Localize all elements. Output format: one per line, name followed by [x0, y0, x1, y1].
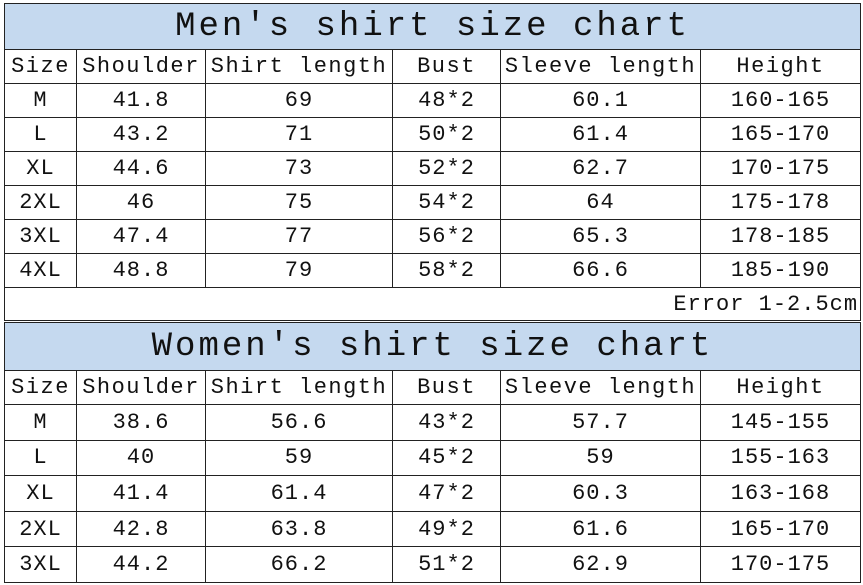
title-row: Women's shirt size chart — [4, 322, 861, 371]
table-row: M 41.8 69 48*2 60.1 160-165 — [4, 83, 862, 118]
column-header: Sleeve length — [500, 370, 701, 405]
table-row: 4XL 48.8 79 58*2 66.6 185-190 — [4, 253, 862, 288]
table-cell: 178-185 — [699, 219, 862, 254]
table-cell: 163-168 — [700, 475, 861, 512]
table-cell: 57.7 — [500, 404, 701, 441]
table-cell: 77 — [205, 219, 393, 254]
table-row: M 38.6 56.6 43*2 57.7 145-155 — [4, 404, 861, 441]
table-cell: 61.4 — [500, 117, 701, 152]
table-cell: 48.8 — [76, 253, 206, 288]
table-cell: 41.8 — [76, 83, 206, 118]
table-cell: 65.3 — [500, 219, 701, 254]
table-cell: 62.7 — [500, 151, 701, 186]
column-header: Shoulder — [76, 49, 206, 84]
table-cell: 60.3 — [500, 475, 701, 512]
table-cell: 63.8 — [205, 510, 393, 548]
table-cell: XL — [4, 151, 77, 186]
table-cell: 59 — [205, 439, 393, 477]
table-cell: 47*2 — [392, 475, 501, 512]
table-row: 2XL 42.8 63.8 49*2 61.6 165-170 — [4, 510, 861, 548]
table-cell: 41.4 — [76, 475, 206, 512]
table-cell: M — [4, 404, 77, 441]
table-cell: 40 — [76, 439, 206, 477]
table-cell: M — [4, 83, 77, 118]
column-header: Sleeve length — [500, 49, 701, 84]
table-cell: 66.2 — [205, 546, 393, 583]
table-cell: 155-163 — [700, 439, 861, 477]
table-cell: 185-190 — [699, 253, 862, 288]
header-row: Size Shoulder Shirt length Bust Sleeve lengt… — [4, 49, 862, 84]
table-row: XL 41.4 61.4 47*2 60.3 163-168 — [4, 475, 861, 512]
note-row: Error 1-2.5cm — [3, 287, 862, 321]
table-cell: 42.8 — [76, 510, 206, 548]
table-cell: 165-170 — [700, 510, 861, 548]
table-title: Men's shirt size chart — [3, 3, 862, 50]
table-cell: 56.6 — [205, 404, 393, 441]
table-cell: 58*2 — [392, 253, 501, 288]
table-cell: 175-178 — [699, 185, 862, 220]
table-cell: 56*2 — [392, 219, 501, 254]
table-cell: 44.2 — [76, 546, 206, 583]
table-row: 2XL 46 75 54*2 64 175-178 — [4, 185, 862, 220]
column-header: Size — [4, 49, 77, 84]
table-cell: 54*2 — [392, 185, 501, 220]
table-title: Women's shirt size chart — [4, 322, 861, 371]
table-row: 3XL 44.2 66.2 51*2 62.9 170-175 — [4, 546, 861, 583]
column-header: Shoulder — [76, 370, 206, 405]
table-cell: 52*2 — [392, 151, 501, 186]
table-cell: 44.6 — [76, 151, 206, 186]
table-cell: 170-175 — [700, 546, 861, 583]
mens-size-table: Men's shirt size chart Size Shoulder Shirt … — [3, 3, 862, 321]
column-header: Bust — [392, 370, 501, 405]
column-header: Size — [4, 370, 77, 405]
table-cell: 62.9 — [500, 546, 701, 583]
womens-size-table: Women's shirt size chart Size Shoulder Shir… — [4, 322, 861, 583]
table-cell: 47.4 — [76, 219, 206, 254]
table-row: 3XL 47.4 77 56*2 65.3 178-185 — [4, 219, 862, 254]
column-header: Bust — [392, 49, 501, 84]
table-cell: 165-170 — [699, 117, 862, 152]
column-header: Shirt length — [205, 49, 393, 84]
column-header: Height — [699, 49, 862, 84]
table-cell: 61.6 — [500, 510, 701, 548]
table-row: XL 44.6 73 52*2 62.7 170-175 — [4, 151, 862, 186]
table-cell: 60.1 — [500, 83, 701, 118]
table-cell: 170-175 — [699, 151, 862, 186]
table-cell: 38.6 — [76, 404, 206, 441]
table-cell: 66.6 — [500, 253, 701, 288]
table-cell: 43*2 — [392, 404, 501, 441]
table-row: L 40 59 45*2 59 155-163 — [4, 439, 861, 477]
table-row: L 43.2 71 50*2 61.4 165-170 — [4, 117, 862, 152]
table-cell: 61.4 — [205, 475, 393, 512]
table-cell: 145-155 — [700, 404, 861, 441]
title-row: Men's shirt size chart — [3, 3, 862, 50]
table-cell: 3XL — [4, 546, 77, 583]
table-cell: 48*2 — [392, 83, 501, 118]
table-cell: 49*2 — [392, 510, 501, 548]
column-header: Height — [700, 370, 861, 405]
table-cell: 45*2 — [392, 439, 501, 477]
table-cell: 71 — [205, 117, 393, 152]
table-cell: 2XL — [4, 185, 77, 220]
column-header: Shirt length — [205, 370, 393, 405]
table-cell: 51*2 — [392, 546, 501, 583]
error-note: Error 1-2.5cm — [3, 287, 862, 321]
table-cell: 4XL — [4, 253, 77, 288]
table-cell: 73 — [205, 151, 393, 186]
table-cell: 79 — [205, 253, 393, 288]
table-cell: 43.2 — [76, 117, 206, 152]
table-cell: 59 — [500, 439, 701, 477]
table-cell: 160-165 — [699, 83, 862, 118]
header-row: Size Shoulder Shirt length Bust Sleeve lengt… — [4, 370, 861, 405]
table-cell: 50*2 — [392, 117, 501, 152]
table-cell: 75 — [205, 185, 393, 220]
table-cell: 69 — [205, 83, 393, 118]
table-cell: 64 — [500, 185, 701, 220]
table-cell: L — [4, 117, 77, 152]
table-cell: L — [4, 439, 77, 477]
table-cell: XL — [4, 475, 77, 512]
table-cell: 46 — [76, 185, 206, 220]
table-cell: 2XL — [4, 510, 77, 548]
table-cell: 3XL — [4, 219, 77, 254]
